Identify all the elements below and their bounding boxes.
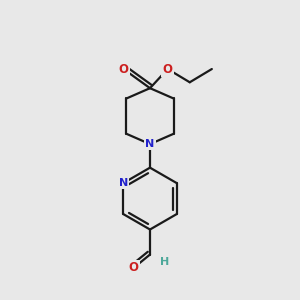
Text: N: N	[118, 178, 128, 188]
Text: O: O	[118, 62, 128, 76]
Text: O: O	[129, 261, 139, 274]
Text: O: O	[163, 62, 173, 76]
Text: H: H	[160, 257, 169, 267]
Text: N: N	[146, 139, 154, 149]
